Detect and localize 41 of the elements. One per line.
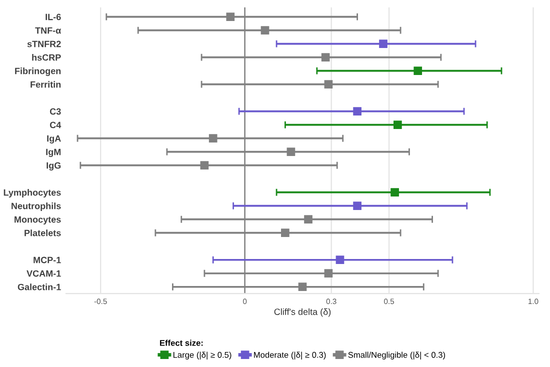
point: [353, 107, 362, 116]
y-tick-label: Galectin-1: [18, 284, 61, 290]
y-tick-label: TNF-α: [35, 27, 62, 34]
point: [324, 269, 333, 278]
point: [298, 282, 307, 292]
point: [281, 228, 290, 238]
legend-label: Large (|δ| ≥ 0.5): [173, 352, 232, 360]
point: [336, 256, 344, 264]
point: [321, 53, 330, 62]
point: [379, 40, 388, 48]
y-tick-label: Ferritin: [30, 81, 61, 88]
point: [208, 134, 218, 142]
y-tick-label: IgG: [46, 162, 61, 170]
y-tick-label: hsCRP: [32, 54, 61, 61]
point: [353, 202, 362, 210]
y-tick-label: sTNFR2: [27, 40, 61, 48]
legend-label: Moderate (|δ| ≥ 0.3): [254, 352, 326, 360]
y-tick-label: Monocytes: [14, 216, 61, 224]
y-tick-label: IgA: [47, 135, 61, 144]
y-tick-label: Neutrophils: [12, 202, 61, 211]
y-tick-label: Platelets: [24, 230, 61, 236]
point: [200, 161, 209, 170]
y-tick-label: MCP-1: [34, 256, 61, 264]
y-tick-label: Lymphocytes: [4, 189, 61, 198]
point: [286, 148, 296, 156]
y-tick-label: C4: [50, 122, 62, 128]
y-tick-label: IL-6: [46, 14, 61, 20]
point: [394, 120, 402, 129]
y-tick-label: VCAM-1: [26, 270, 61, 277]
point: [304, 215, 312, 224]
y-tick-label: IgM: [46, 148, 61, 157]
point: [226, 12, 235, 21]
point: [324, 80, 333, 88]
y-tick-label: Fibrinogen: [15, 68, 61, 76]
x-axis-title: Cliff's delta (δ): [274, 308, 331, 317]
legend-label: Small/Negligible (|δ| < 0.3): [348, 352, 446, 360]
point: [390, 188, 399, 196]
y-tick-label: C3: [50, 108, 61, 115]
legend-title: Effect size:: [160, 340, 203, 346]
point: [260, 26, 270, 34]
point: [414, 66, 422, 75]
